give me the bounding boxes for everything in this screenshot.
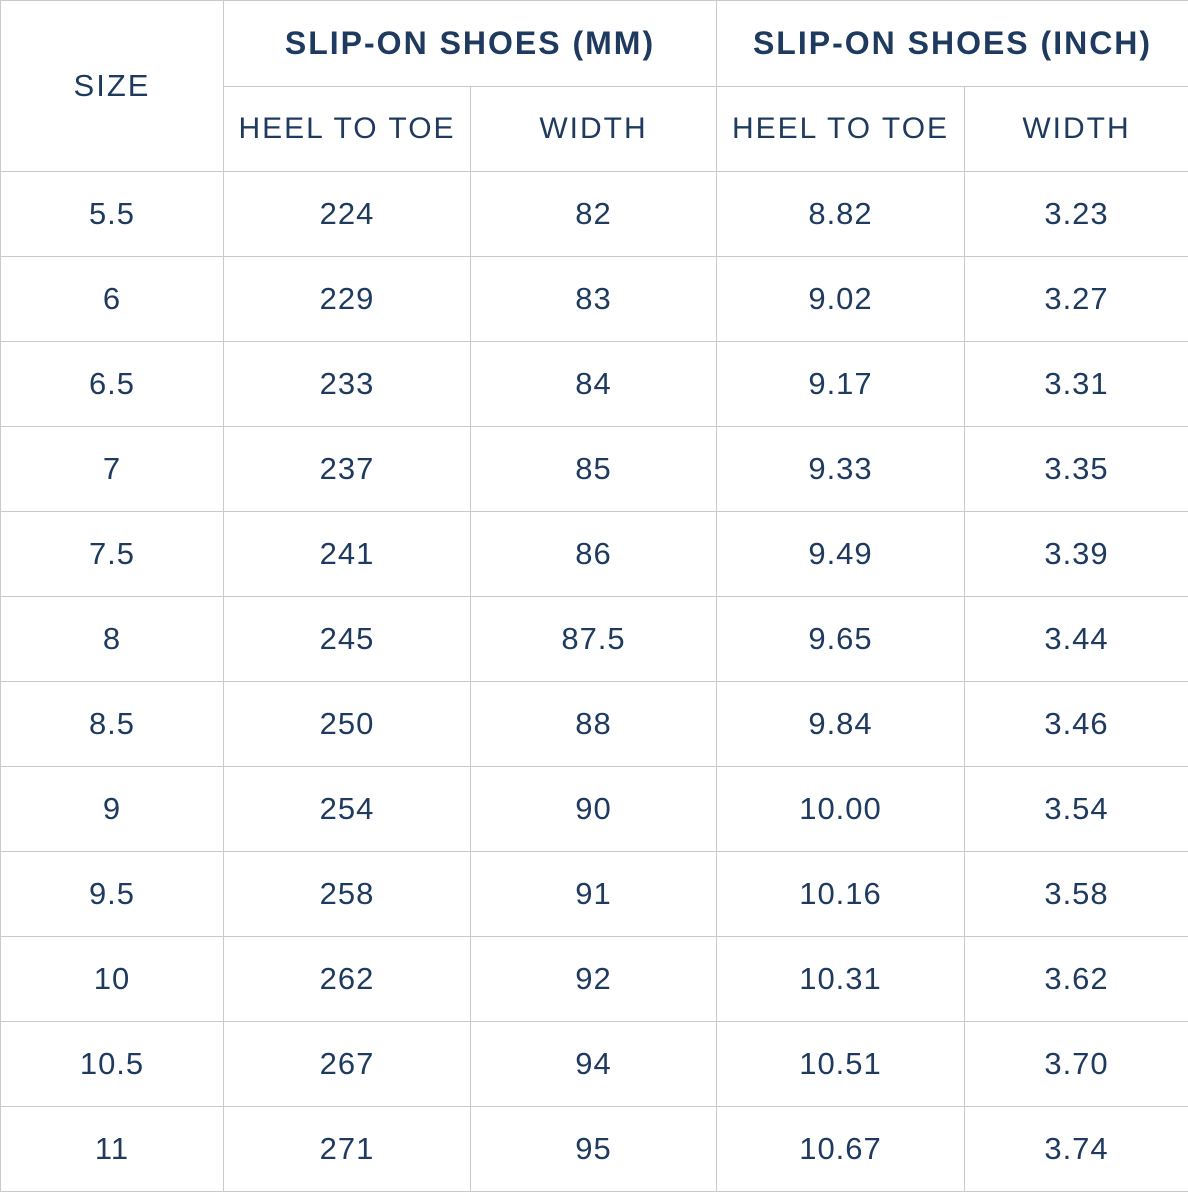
cell-inch-heel-to-toe: 9.65 [716,596,965,682]
cell-inch-heel-to-toe: 9.49 [716,511,965,597]
cell-mm-heel-to-toe: 245 [223,596,471,682]
cell-inch-heel-to-toe: 10.31 [716,936,965,1022]
cell-inch-width: 3.54 [964,766,1188,852]
group-header-inch: SLIP-ON SHOES (INCH) [716,0,1188,87]
cell-mm-heel-to-toe: 258 [223,851,471,937]
cell-mm-width: 90 [470,766,717,852]
table-body: 5.5 224 82 8.82 3.23 6 229 83 9.02 3.27 6.5 233 84 9.… [0,171,1188,1192]
cell-size: 9 [0,766,224,852]
cell-mm-width: 87.5 [470,596,717,682]
cell-mm-heel-to-toe: 233 [223,341,471,427]
cell-inch-heel-to-toe: 10.51 [716,1021,965,1107]
cell-mm-width: 82 [470,171,717,257]
cell-size: 11 [0,1106,224,1192]
table-row: 9 254 90 10.00 3.54 [0,766,1188,852]
cell-inch-width: 3.70 [964,1021,1188,1107]
cell-mm-width: 88 [470,681,717,767]
cell-inch-width: 3.46 [964,681,1188,767]
table-row: 11 271 95 10.67 3.74 [0,1106,1188,1192]
group-header-row: SIZE SLIP-ON SHOES (MM) SLIP-ON SHOES (I… [0,0,1188,172]
cell-inch-heel-to-toe: 10.16 [716,851,965,937]
cell-inch-heel-to-toe: 9.02 [716,256,965,342]
cell-size: 10 [0,936,224,1022]
cell-inch-width: 3.27 [964,256,1188,342]
table-row: 6.5 233 84 9.17 3.31 [0,341,1188,427]
cell-mm-heel-to-toe: 267 [223,1021,471,1107]
cell-inch-width: 3.74 [964,1106,1188,1192]
table-header: SIZE SLIP-ON SHOES (MM) SLIP-ON SHOES (I… [0,0,1188,172]
cell-size: 6.5 [0,341,224,427]
subheader-inch-width: WIDTH [964,86,1188,172]
table-row: 6 229 83 9.02 3.27 [0,256,1188,342]
cell-inch-heel-to-toe: 8.82 [716,171,965,257]
cell-mm-width: 92 [470,936,717,1022]
cell-inch-heel-to-toe: 9.84 [716,681,965,767]
table-row: 5.5 224 82 8.82 3.23 [0,171,1188,257]
table-row: 9.5 258 91 10.16 3.58 [0,851,1188,937]
table-row: 8.5 250 88 9.84 3.46 [0,681,1188,767]
cell-mm-width: 94 [470,1021,717,1107]
cell-size: 10.5 [0,1021,224,1107]
cell-mm-heel-to-toe: 229 [223,256,471,342]
cell-inch-width: 3.35 [964,426,1188,512]
cell-inch-width: 3.39 [964,511,1188,597]
cell-size: 5.5 [0,171,224,257]
cell-size: 7.5 [0,511,224,597]
size-column-header: SIZE [0,0,224,172]
cell-mm-heel-to-toe: 250 [223,681,471,767]
cell-mm-heel-to-toe: 254 [223,766,471,852]
subheader-inch-heel-to-toe: HEEL TO TOE [716,86,965,172]
cell-mm-heel-to-toe: 224 [223,171,471,257]
cell-mm-heel-to-toe: 271 [223,1106,471,1192]
cell-mm-heel-to-toe: 262 [223,936,471,1022]
cell-size: 8 [0,596,224,682]
subheader-mm-width: WIDTH [470,86,717,172]
cell-size: 6 [0,256,224,342]
table-row: 8 245 87.5 9.65 3.44 [0,596,1188,682]
cell-mm-width: 84 [470,341,717,427]
cell-mm-width: 91 [470,851,717,937]
cell-inch-width: 3.62 [964,936,1188,1022]
cell-inch-heel-to-toe: 10.67 [716,1106,965,1192]
cell-size: 8.5 [0,681,224,767]
cell-size: 7 [0,426,224,512]
cell-inch-width: 3.58 [964,851,1188,937]
cell-mm-heel-to-toe: 237 [223,426,471,512]
table-row: 10 262 92 10.31 3.62 [0,936,1188,1022]
cell-mm-width: 86 [470,511,717,597]
cell-size: 9.5 [0,851,224,937]
cell-inch-heel-to-toe: 9.17 [716,341,965,427]
group-header-mm: SLIP-ON SHOES (MM) [223,0,717,87]
cell-inch-width: 3.44 [964,596,1188,682]
table-row: 10.5 267 94 10.51 3.70 [0,1021,1188,1107]
cell-mm-heel-to-toe: 241 [223,511,471,597]
cell-inch-heel-to-toe: 9.33 [716,426,965,512]
table-row: 7 237 85 9.33 3.35 [0,426,1188,512]
cell-inch-heel-to-toe: 10.00 [716,766,965,852]
table-row: 7.5 241 86 9.49 3.39 [0,511,1188,597]
sub-header-row: HEEL TO TOE WIDTH HEEL TO TOE WIDTH [1,86,1188,172]
cell-inch-width: 3.23 [964,171,1188,257]
subheader-mm-heel-to-toe: HEEL TO TOE [223,86,471,172]
cell-mm-width: 85 [470,426,717,512]
cell-inch-width: 3.31 [964,341,1188,427]
cell-mm-width: 95 [470,1106,717,1192]
cell-mm-width: 83 [470,256,717,342]
